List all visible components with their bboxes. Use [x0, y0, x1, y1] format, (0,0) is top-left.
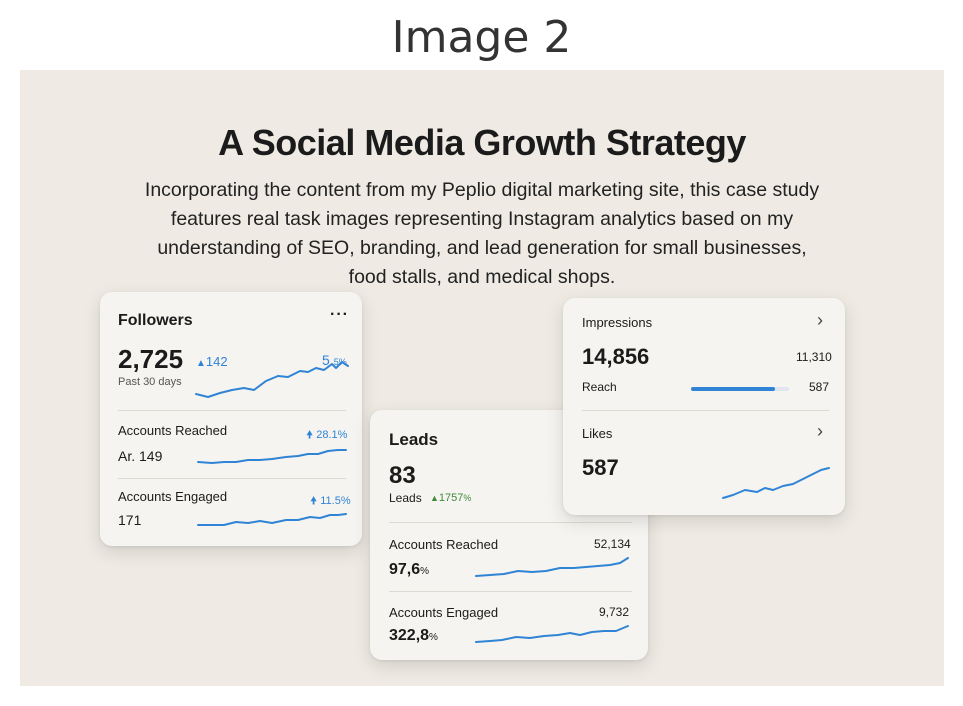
card-title: Impressions — [582, 315, 653, 330]
followers-card: Followers ··· 2,725 ▲142 5 5% Past 30 da… — [100, 292, 362, 546]
row-label: Accounts Reached — [389, 537, 499, 552]
row-right-value: 9,732 — [599, 605, 630, 619]
leads-sublabel: Leads — [389, 491, 422, 505]
row-value: Ar. 149 — [118, 448, 163, 464]
more-dots-icon[interactable]: ··· — [330, 306, 349, 323]
growth-badge: 5 5% — [322, 352, 347, 368]
row-value: 171 — [118, 512, 142, 528]
intro-line: Incorporating the content from my Peplio… — [144, 179, 820, 201]
row-change: 🠝 11.5% — [310, 495, 351, 507]
followers-change: ▲142 — [196, 354, 228, 369]
impressions-right-value: 11,310 — [796, 350, 832, 364]
reach-bar — [691, 387, 789, 391]
arrow-up-icon: 🠝 — [306, 429, 314, 441]
divider — [118, 478, 346, 479]
card-title: Leads — [389, 430, 439, 449]
row-value: 97,6% — [389, 561, 430, 578]
growth-percent: 5% — [333, 357, 347, 367]
intro-line: food stalls, and medical shops. — [348, 266, 616, 288]
row-label: Accounts Engaged — [118, 489, 228, 504]
divider — [118, 410, 346, 411]
period-label: Past 30 days — [118, 376, 182, 388]
leads-engaged-sparkline — [475, 625, 629, 643]
leads-card: Leads 83 Leads ▲1757% Accounts Reached 5… — [370, 410, 648, 660]
case-study-panel: A Social Media Growth Strategy Incorpora… — [20, 70, 944, 686]
leads-change: ▲1757% — [430, 492, 472, 504]
caret-up-icon: ▲ — [196, 358, 206, 369]
likes-count: 587 — [582, 455, 619, 480]
caret-up-icon: ▲ — [430, 493, 439, 503]
leads-count: 83 — [389, 462, 416, 489]
chevron-right-icon[interactable]: › — [817, 310, 823, 330]
impressions-count: 14,856 — [582, 344, 650, 369]
reach-label: Reach — [582, 380, 617, 394]
accounts-engaged-sparkline — [197, 513, 347, 526]
accounts-reached-sparkline — [197, 449, 347, 464]
image-label: Image 2 — [391, 12, 572, 63]
reach-bar-fill — [691, 387, 776, 391]
row-value: 322,8% — [389, 627, 438, 644]
row-right-value: 52,134 — [594, 537, 631, 551]
intro-paragraph: Incorporating the content from my Peplio… — [112, 176, 852, 292]
likes-title: Likes — [582, 426, 613, 441]
intro-line: understanding of SEO, branding, and lead… — [157, 237, 807, 259]
row-label: Accounts Engaged — [389, 605, 499, 620]
divider — [582, 410, 829, 411]
growth-number: 5 — [322, 352, 330, 368]
likes-sparkline — [722, 467, 830, 499]
divider — [389, 591, 632, 592]
followers-sparkline — [195, 361, 349, 398]
card-title: Followers — [118, 312, 193, 329]
row-label: Accounts Reached — [118, 423, 228, 438]
reach-value: 587 — [809, 380, 830, 394]
divider — [389, 522, 632, 523]
impressions-card: Impressions › 14,856 11,310 Reach 587 Li… — [563, 298, 845, 515]
intro-line: features real task images representing I… — [170, 208, 794, 230]
row-change: 🠝 28.1% — [306, 429, 348, 441]
chevron-right-icon[interactable]: › — [817, 421, 823, 441]
followers-count: 2,725 — [118, 344, 184, 374]
leads-reached-sparkline — [475, 557, 629, 577]
arrow-up-icon: 🠝 — [310, 495, 318, 507]
page-title: A Social Media Growth Strategy — [218, 122, 746, 163]
